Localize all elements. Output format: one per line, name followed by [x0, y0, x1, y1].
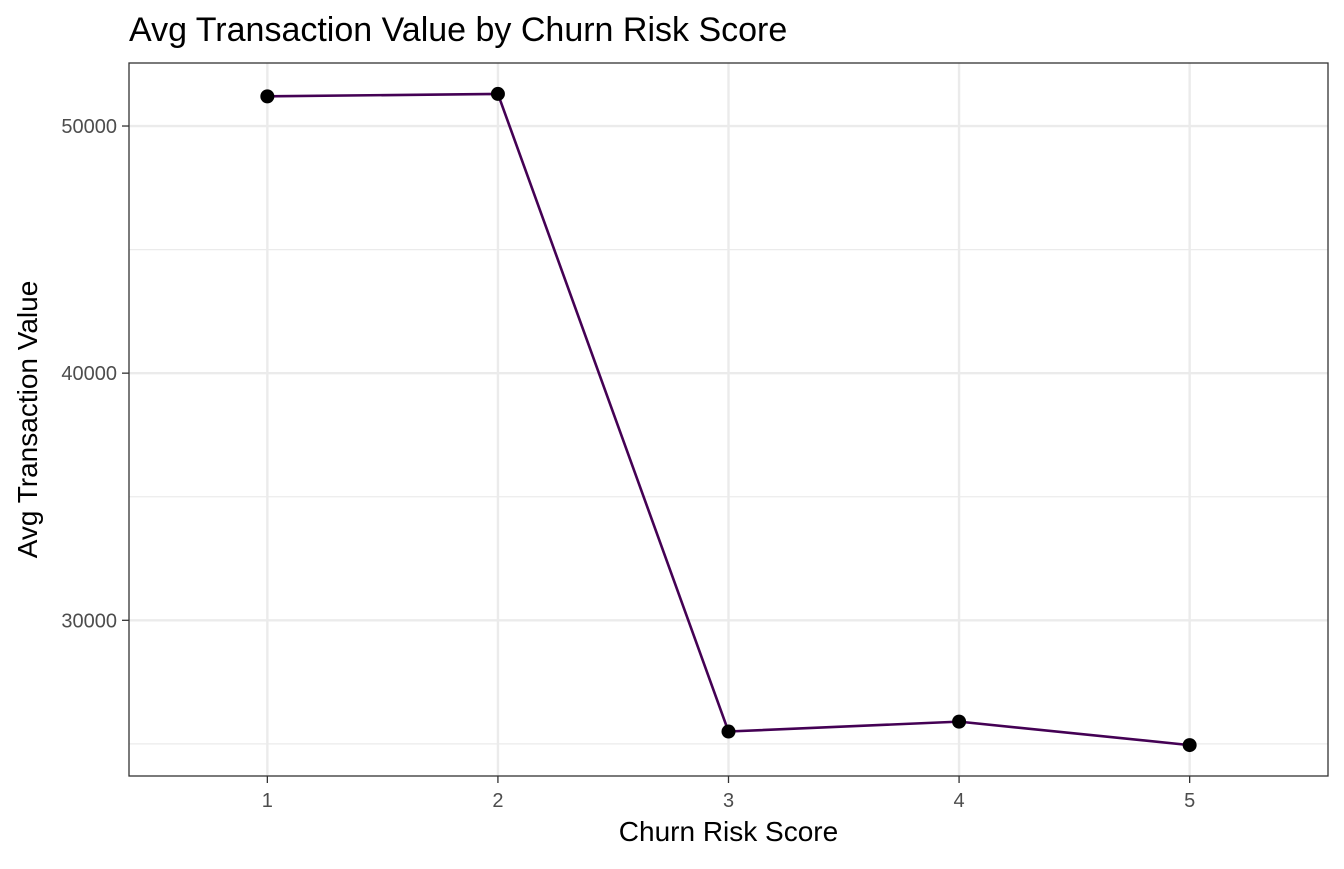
x-tick-label: 3: [723, 790, 734, 812]
y-tick-label: 40000: [61, 363, 117, 385]
data-point: [1182, 738, 1197, 753]
grid-lines: [129, 63, 1328, 776]
data-points: [260, 86, 1197, 753]
data-point: [490, 86, 505, 101]
y-tick-label: 30000: [61, 610, 117, 632]
x-axis: 1 2 3 4 5: [262, 776, 1195, 812]
data-point: [952, 714, 967, 729]
x-tick-label: 5: [1184, 790, 1195, 812]
data-point: [260, 89, 275, 104]
x-tick-label: 4: [954, 790, 965, 812]
x-axis-title: Churn Risk Score: [619, 816, 838, 847]
y-axis: 30000 40000 50000: [61, 116, 129, 632]
y-tick-label: 50000: [61, 116, 117, 138]
x-tick-label: 1: [262, 790, 273, 812]
chart-title: Avg Transaction Value by Churn Risk Scor…: [129, 11, 787, 49]
x-tick-label: 2: [492, 790, 503, 812]
y-axis-title: Avg Transaction Value: [12, 281, 43, 559]
data-point: [721, 724, 736, 739]
